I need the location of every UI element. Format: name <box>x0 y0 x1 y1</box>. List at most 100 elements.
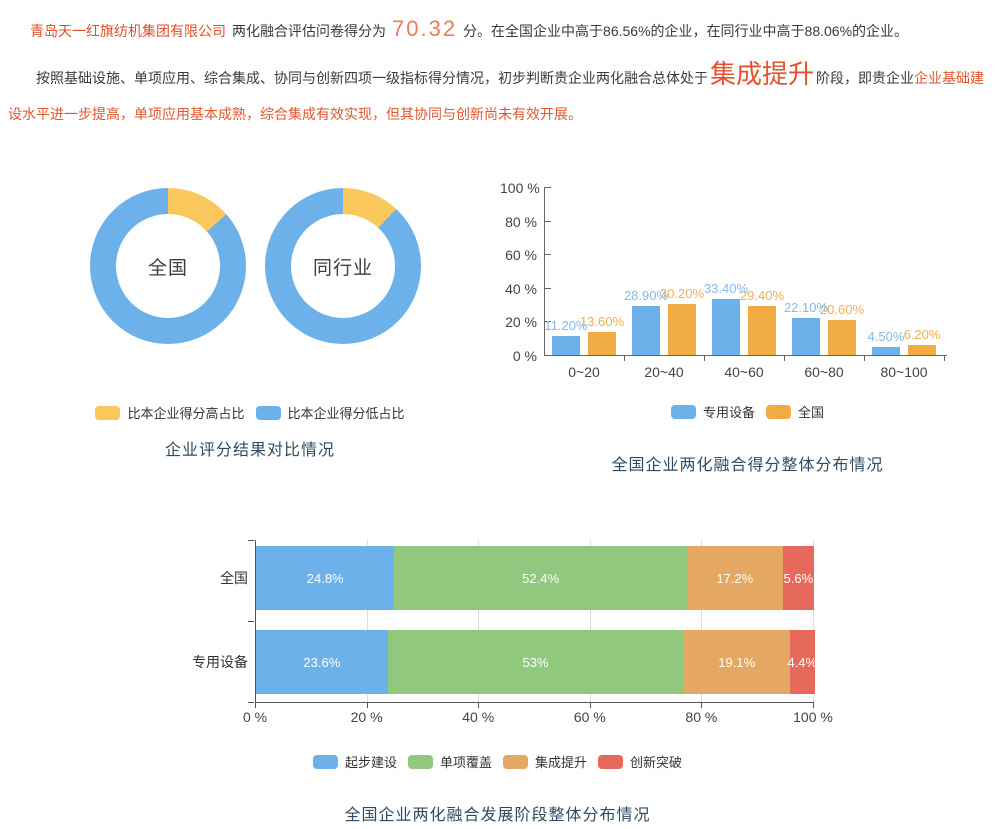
x-axis-tick <box>589 702 591 708</box>
segment-集成提升-全国 <box>686 546 783 610</box>
company-name: 青岛天一红旗纺机集团有限公司 <box>30 23 226 39</box>
x-axis-tick <box>944 355 945 361</box>
legend-label: 全国 <box>798 404 825 420</box>
bar-value-label-专用设备-20~40: 28.90% <box>623 288 669 304</box>
segment-起步建设-专用设备 <box>256 630 388 694</box>
segment-起步建设-全国 <box>256 546 395 610</box>
y-axis-tick <box>545 321 551 323</box>
stacked-chart-legend: 起步建设 单项覆盖 集成提升 创新突破 <box>0 755 995 769</box>
y-axis-tick-label: 40 % <box>505 280 537 297</box>
row-label-专用设备: 专用设备 <box>192 654 248 670</box>
legend-item-比本企业得分低占比: 比本企业得分低占比 <box>255 405 405 421</box>
score-value: 70.32 <box>392 16 458 41</box>
y-axis-tick-label: 20 % <box>505 314 537 331</box>
legend-item-集成提升: 集成提升 <box>503 755 587 769</box>
y-axis-tick <box>545 355 551 356</box>
donut-legend: 比本企业得分高占比 比本企业得分低占比 <box>0 406 500 420</box>
legend-item-专用设备: 专用设备 <box>670 404 755 420</box>
segment-label-单项覆盖-专用设备: 53% <box>522 655 549 670</box>
stacked-chart-title: 全国企业两化融合发展阶段整体分布情况 <box>344 807 651 824</box>
bar-chart-legend: 专用设备 全国 <box>500 405 995 419</box>
y-axis-tick <box>545 220 551 222</box>
legend-item-创新突破: 创新突破 <box>598 755 682 769</box>
bar-value-label-全国-80~100: 6.20% <box>903 326 941 342</box>
row-label-全国: 全国 <box>220 570 248 586</box>
assessment-text-1: 按照基础设施、单项应用、综合集成、协同与创新四项一级指标得分情况，初步判断贵企业… <box>36 70 708 86</box>
legend-item-单项覆盖: 单项覆盖 <box>407 754 492 770</box>
stacked-chart-plot-area <box>255 540 814 703</box>
legend-label: 专用设备 <box>702 404 755 420</box>
score-distribution-bar-chart: 专用设备 全国 全国企业两化融合得分整体分布情况 0 % 20 % 40 % 60 % 8… <box>500 175 995 480</box>
gridline-60 <box>589 540 591 702</box>
segment-创新突破-专用设备 <box>790 630 815 694</box>
x-axis-tick <box>704 355 705 361</box>
gridline-20 <box>366 540 368 702</box>
bar-全国-20~40 <box>668 304 696 355</box>
gridline-100 <box>813 540 814 702</box>
bar-value-label-全国-60~80: 20.60% <box>819 302 865 318</box>
y-axis-tick-label: 60 % <box>505 247 537 264</box>
bar-专用设备-60~80 <box>792 317 820 355</box>
x-axis-tick-label: 0 % <box>242 709 268 725</box>
stage-distribution-stacked-chart: 起步建设 单项覆盖 集成提升 创新突破 全国企业两化融合发展阶段整体分布情况 0 % 2… <box>0 520 995 829</box>
x-axis-tick <box>864 355 865 361</box>
gridline-80 <box>701 540 703 702</box>
y-axis-tick <box>545 254 551 256</box>
legend-label: 单项覆盖 <box>439 754 492 770</box>
x-axis-tick <box>366 702 368 708</box>
segment-label-集成提升-专用设备: 19.1% <box>718 655 756 670</box>
segment-单项覆盖-专用设备 <box>387 630 684 694</box>
legend-label: 集成提升 <box>535 754 588 770</box>
x-axis-tick <box>701 702 703 708</box>
x-axis-category-label: 0~20 <box>568 364 600 380</box>
bar-全国-0~20 <box>588 332 616 355</box>
y-axis-tick-label: 80 % <box>505 213 537 230</box>
y-axis-category-tick <box>248 540 254 541</box>
y-axis-tick <box>545 287 551 289</box>
x-axis-tick <box>478 702 480 708</box>
assessment-text-2: 阶段，即贵企业 <box>816 70 915 86</box>
bar-value-label-全国-20~40: 30.20% <box>659 286 705 302</box>
y-axis-category-tick <box>248 702 254 703</box>
donut-industry: 同行业 <box>265 188 421 344</box>
legend-swatch <box>503 755 528 769</box>
x-axis-tick-label: 60 % <box>573 709 606 725</box>
legend-item-全国: 全国 <box>766 405 824 419</box>
score-summary-line: 青岛天一红旗纺机集团有限公司 两化融合评估问卷得分为 70.32 分。在全国企业中高于… <box>30 14 980 46</box>
donut-chart-title: 企业评分结果对比情况 <box>164 442 335 459</box>
legend-label: 创新突破 <box>630 754 683 770</box>
assessment-text-red: 企业基础建设水平进一步提高，单项应用基本成熟，综合集成有效实现，但其协同与创新尚… <box>8 70 985 122</box>
segment-label-集成提升-全国: 17.2% <box>716 571 754 586</box>
bar-专用设备-0~20 <box>552 336 580 355</box>
bar-chart-plot-area <box>544 187 947 356</box>
donut-hole: 同行业 <box>291 214 395 318</box>
bar-专用设备-80~100 <box>872 347 900 355</box>
legend-swatch <box>95 406 121 420</box>
x-axis-category-label: 60~80 <box>804 364 844 380</box>
x-axis-category-label: 80~100 <box>880 364 928 380</box>
x-axis-tick-label: 100 % <box>793 709 833 725</box>
legend-item-比本企业得分高占比: 比本企业得分高占比 <box>95 406 245 420</box>
x-axis-tick-label: 80 % <box>685 709 718 725</box>
legend-swatch <box>766 405 791 419</box>
score-comparison-donut-chart: 全国 同行业 比本企业得分高占比 比本企业得分低占比 企业评分结果对比情况 <box>0 170 500 470</box>
bar-全国-40~60 <box>748 305 776 355</box>
bar-全国-80~100 <box>908 344 936 355</box>
bar-value-label-专用设备-0~20: 11.20% <box>544 318 588 334</box>
bar-value-label-专用设备-60~80: 22.10% <box>783 299 829 315</box>
legend-label: 比本企业得分低占比 <box>287 405 405 421</box>
score-prefix: 两化融合评估问卷得分为 <box>232 23 386 39</box>
x-axis-category-label: 20~40 <box>644 364 684 380</box>
y-axis-tick <box>545 187 551 188</box>
donut-national: 全国 <box>90 188 246 344</box>
segment-集成提升-专用设备 <box>683 630 790 694</box>
gridline-40 <box>478 540 480 702</box>
legend-swatch <box>312 755 338 769</box>
donut-hole: 全国 <box>116 214 220 318</box>
bar-chart-title: 全国企业两化融合得分整体分布情况 <box>611 457 884 474</box>
segment-label-起步建设-全国: 24.8% <box>306 571 344 586</box>
segment-label-创新突破-专用设备: 4.4% <box>787 655 818 670</box>
x-axis-tick <box>255 702 256 708</box>
x-axis-tick <box>813 702 814 708</box>
segment-创新突破-全国 <box>782 546 814 610</box>
